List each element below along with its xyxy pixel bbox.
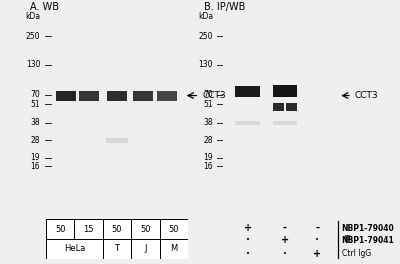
Text: 16: 16 [31, 162, 40, 171]
Bar [56, 91, 76, 101]
Text: 50: 50 [140, 224, 151, 234]
Text: 50: 50 [55, 224, 66, 234]
Text: •: • [283, 251, 287, 257]
Text: •: • [315, 237, 319, 243]
Text: -: - [315, 223, 319, 233]
Text: 38: 38 [204, 118, 213, 127]
Text: 50: 50 [112, 224, 122, 234]
Text: NBP1-79040: NBP1-79040 [342, 224, 394, 233]
Text: +: + [281, 235, 289, 246]
Text: 50: 50 [168, 224, 179, 234]
Text: B. IP/WB: B. IP/WB [204, 2, 245, 12]
Text: 130: 130 [198, 60, 213, 69]
Bar [133, 91, 152, 101]
Text: 15: 15 [83, 224, 94, 234]
Bar [107, 91, 127, 101]
Text: 38: 38 [31, 118, 40, 127]
Bar [273, 103, 284, 111]
Text: kDa: kDa [198, 12, 213, 21]
Text: kDa: kDa [25, 12, 40, 21]
Text: +: + [313, 249, 321, 259]
Text: Ctrl IgG: Ctrl IgG [342, 249, 371, 258]
Bar [272, 121, 297, 125]
Text: T: T [114, 244, 120, 253]
Text: 250: 250 [26, 32, 40, 41]
Text: J: J [144, 244, 147, 253]
Bar [157, 91, 177, 101]
Bar [106, 138, 128, 143]
Text: HeLa: HeLa [64, 244, 85, 253]
Bar [272, 85, 297, 97]
Text: 51: 51 [31, 100, 40, 109]
Bar [235, 121, 260, 125]
Text: 16: 16 [204, 162, 213, 171]
Text: •: • [246, 237, 250, 243]
Text: +: + [244, 223, 252, 233]
Text: 250: 250 [198, 32, 213, 41]
Text: •: • [246, 251, 250, 257]
Bar [286, 103, 297, 111]
Text: 70: 70 [30, 90, 40, 99]
Text: 19: 19 [31, 153, 40, 162]
Text: NBP1-79041: NBP1-79041 [342, 236, 394, 245]
Bar [79, 91, 98, 101]
Text: -: - [283, 223, 287, 233]
Text: A. WB: A. WB [30, 2, 59, 12]
Text: 70: 70 [203, 90, 213, 99]
Text: M: M [170, 244, 178, 253]
Text: 19: 19 [204, 153, 213, 162]
Text: 28: 28 [204, 136, 213, 145]
Bar [235, 86, 260, 97]
Text: 28: 28 [31, 136, 40, 145]
Text: IP: IP [343, 235, 350, 244]
Text: 51: 51 [204, 100, 213, 109]
Text: 130: 130 [26, 60, 40, 69]
Text: CCT3: CCT3 [354, 91, 378, 100]
Text: CCT3: CCT3 [202, 91, 226, 100]
